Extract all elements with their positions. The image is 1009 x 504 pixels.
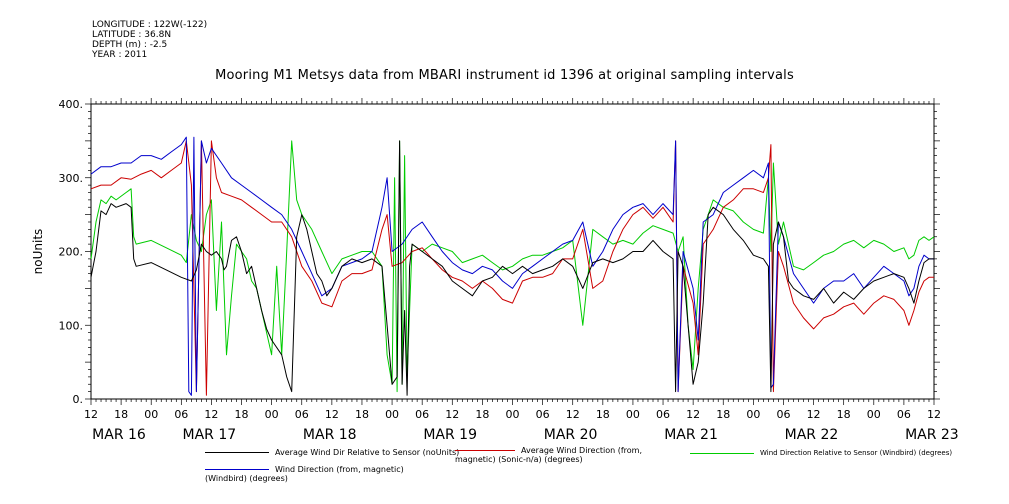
x-day-label: MAR 19	[423, 427, 477, 443]
latitude-label: LATITUDE : 36.8N	[92, 30, 172, 40]
x-tick-label: 18	[837, 408, 851, 421]
legend-entry-avg-wind-direction-sonic: Average Wind Direction (from, magnetic) …	[455, 446, 685, 464]
x-tick-label: 00	[746, 408, 760, 421]
x-tick-label: 00	[626, 408, 640, 421]
x-tick-label: 00	[867, 408, 881, 421]
legend-swatch	[205, 469, 269, 470]
x-tick-label: 06	[897, 408, 911, 421]
x-day-label: MAR 16	[92, 427, 146, 443]
series-line-2	[90, 140, 935, 393]
legend-label: Average Wind Direction (from, magnetic) …	[455, 446, 643, 464]
x-day-label: MAR 23	[905, 427, 959, 443]
x-tick-label: 18	[716, 408, 730, 421]
x-tick-label: 00	[144, 408, 158, 421]
x-tick-label: 18	[114, 408, 128, 421]
y-axis-label: noUnits	[31, 229, 45, 275]
x-tick-label: 12	[807, 408, 821, 421]
y-tick-label: 400.	[59, 98, 84, 111]
x-tick-label: 12	[445, 408, 459, 421]
legend-swatch	[205, 452, 269, 453]
x-tick-label: 12	[566, 408, 580, 421]
x-tick-label: 18	[596, 408, 610, 421]
y-tick-label: 300.	[59, 172, 84, 185]
x-tick-label: 12	[204, 408, 218, 421]
metadata-block: LONGITUDE : 122W(-122) LATITUDE : 36.8N …	[92, 20, 207, 60]
x-day-label: MAR 20	[544, 427, 598, 443]
legend-entry-wind-direction-windbird: Wind Direction (from, magnetic) (Windbir…	[205, 465, 435, 483]
x-tick-label: 06	[295, 408, 309, 421]
x-tick-label: 00	[265, 408, 279, 421]
x-tick-label: 00	[506, 408, 520, 421]
y-tick-label: 100.	[59, 319, 84, 332]
x-tick-label: 00	[385, 408, 399, 421]
longitude-label: LONGITUDE : 122W(-122)	[92, 20, 208, 30]
legend-swatch	[455, 450, 515, 451]
legend-label: Wind Direction Relative to Sensor (Windb…	[760, 449, 953, 457]
y-tick-label: 0.	[73, 393, 84, 406]
legend-swatch	[690, 452, 754, 454]
x-tick-label: 18	[235, 408, 249, 421]
x-tick-label: 06	[174, 408, 188, 421]
x-day-label: MAR 18	[303, 427, 357, 443]
plot-frame	[90, 103, 935, 400]
x-day-label: MAR 21	[664, 427, 718, 443]
x-tick-label: 12	[84, 408, 98, 421]
x-tick-label: 06	[536, 408, 550, 421]
legend-entry-avg-wind-dir-relative: Average Wind Dir Relative to Sensor (noU…	[205, 448, 459, 457]
legend-entry-wind-dir-relative-windbird: Wind Direction Relative to Sensor (Windb…	[690, 449, 952, 458]
x-day-label: MAR 22	[785, 427, 839, 443]
x-tick-label: 12	[325, 408, 339, 421]
series-line-1	[90, 140, 934, 396]
y-tick-label: 200.	[59, 246, 84, 259]
series-line-0	[90, 140, 934, 396]
x-tick-label: 06	[415, 408, 429, 421]
year-label: YEAR : 2011	[92, 50, 148, 60]
chart-title: Mooring M1 Metsys data from MBARI instru…	[215, 68, 794, 83]
x-day-label: MAR 17	[182, 427, 236, 443]
x-tick-label: 12	[686, 408, 700, 421]
legend-label: Wind Direction (from, magnetic) (Windbir…	[205, 465, 404, 483]
x-tick-label: 18	[355, 408, 369, 421]
x-tick-label: 12	[927, 408, 941, 421]
x-tick-label: 06	[656, 408, 670, 421]
x-tick-label: 18	[475, 408, 489, 421]
depth-label: DEPTH (m) : -2.5	[92, 40, 168, 50]
x-tick-label: 06	[776, 408, 790, 421]
legend-label: Average Wind Dir Relative to Sensor (noU…	[275, 448, 460, 457]
